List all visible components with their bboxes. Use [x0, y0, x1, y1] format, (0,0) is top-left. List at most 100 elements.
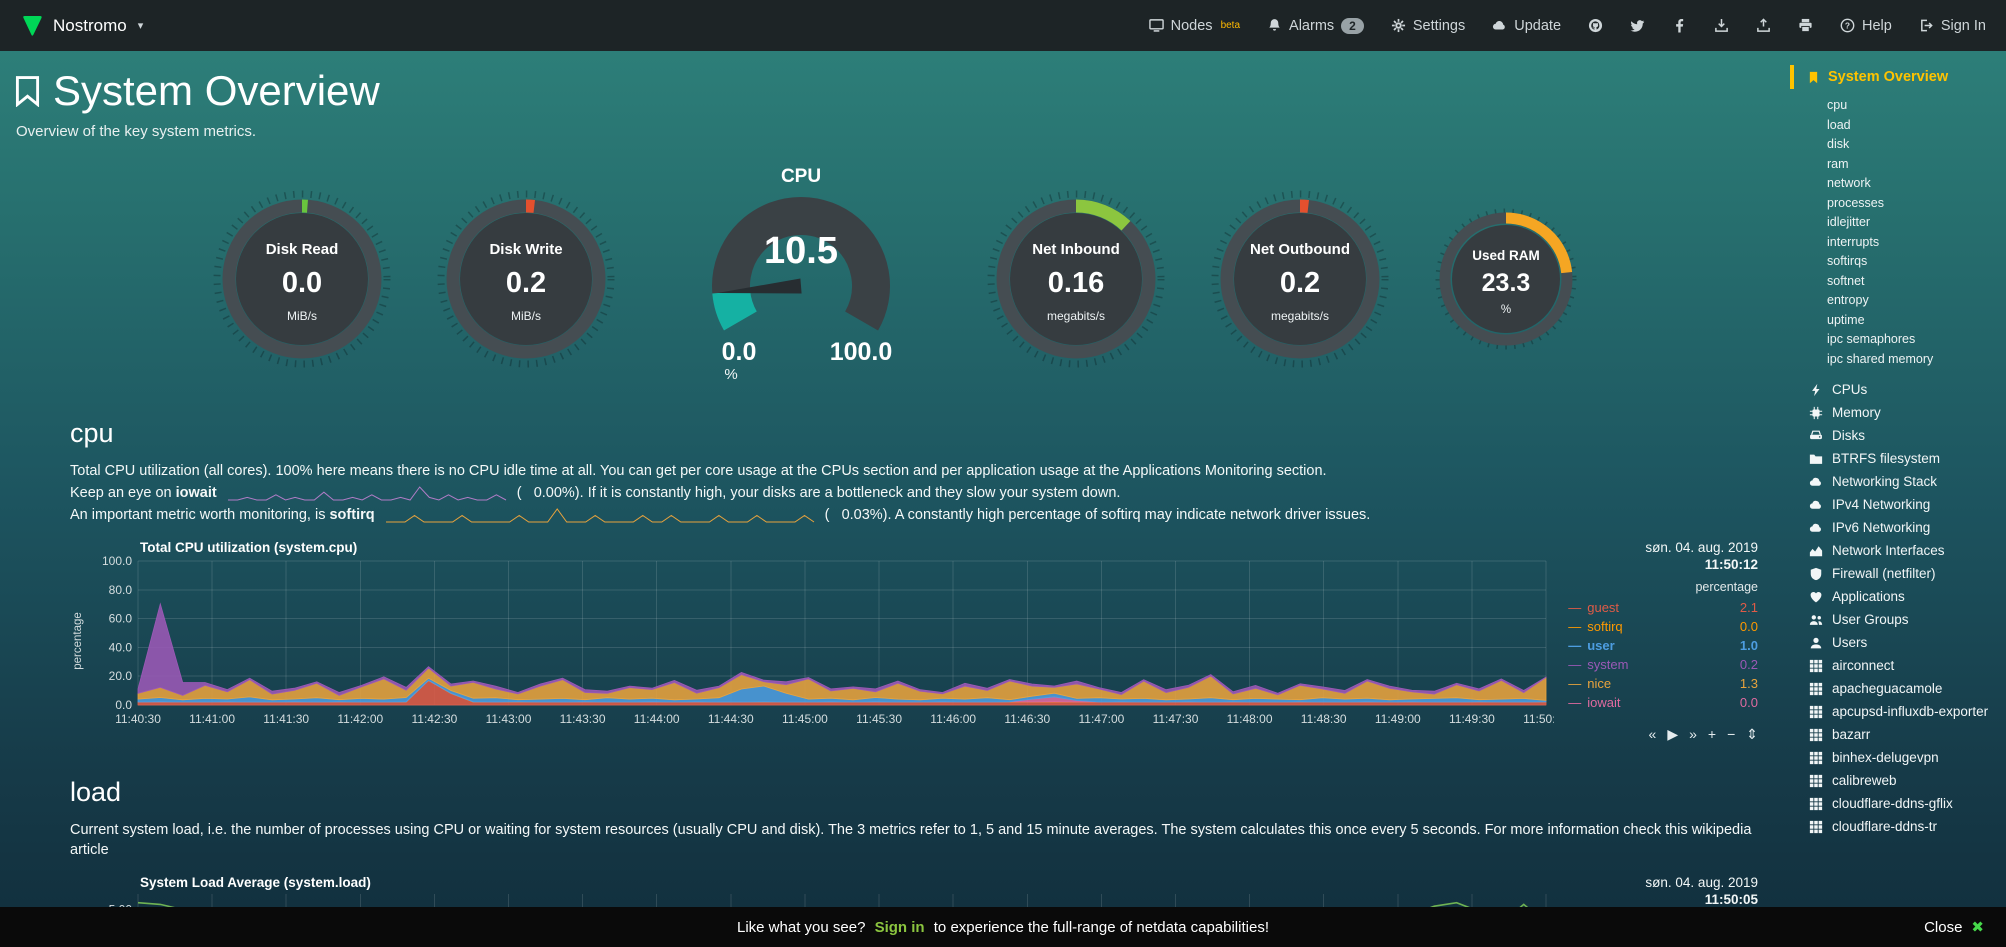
topbar-facebook[interactable]	[1672, 18, 1687, 33]
sidebar-item-cloudflare-ddns-gflix[interactable]: cloudflare-ddns-gflix	[1790, 792, 2006, 815]
svg-text:11:49:00: 11:49:00	[1375, 712, 1421, 726]
cpu-description-line1: Total CPU utilization (all cores). 100% …	[70, 463, 1327, 479]
sidebar-subitem-interrupts[interactable]: interrupts	[1827, 234, 1880, 249]
caret-down-icon: ▾	[137, 20, 144, 32]
sidebar-item-disks[interactable]: Disks	[1790, 424, 2006, 447]
node-selector[interactable]: Nostromo ▾	[20, 14, 143, 38]
gauge-disk-read[interactable]: Disk Read 0.0 MiB/s	[209, 186, 395, 377]
sidebar-item-apacheguacamole[interactable]: apacheguacamole	[1790, 677, 2006, 700]
gauge-used-ram[interactable]: Used RAM 23.3 %	[1431, 204, 1581, 359]
legend-softirq[interactable]: — softirq 0.0	[1568, 619, 1758, 634]
grid-icon	[1809, 774, 1823, 788]
sidebar-item-cloudflare-ddns-tr[interactable]: cloudflare-ddns-tr	[1790, 815, 2006, 838]
sidebar-subitem-ipc-shared-memory[interactable]: ipc shared memory	[1827, 351, 1934, 366]
softirq-sparkline[interactable]	[385, 507, 815, 523]
sidebar-subitem-entropy[interactable]: entropy	[1827, 293, 1869, 307]
sidebar-subitem-cpu[interactable]: cpu	[1827, 98, 1848, 112]
topbar-settings[interactable]: Settings	[1391, 18, 1465, 34]
cpu-section-title[interactable]: cpu	[70, 418, 114, 448]
gauge-value: 23.3	[1481, 268, 1531, 297]
gauge-value: 0.2	[505, 266, 547, 299]
svg-text:11:45:00: 11:45:00	[782, 712, 828, 726]
chart-tool-zoom-in[interactable]: +	[1707, 726, 1717, 742]
legend-system[interactable]: — system 0.2	[1568, 657, 1758, 672]
svg-text:11:41:00: 11:41:00	[189, 712, 235, 726]
sidebar-subitem-uptime[interactable]: uptime	[1827, 312, 1865, 327]
sidebar-subitem-load[interactable]: load	[1827, 117, 1851, 132]
cpu-utilization-chart[interactable]: percentage 11:40:30 11:41:00 11:41:30 11:42…	[70, 539, 1758, 743]
topbar-print[interactable]	[1798, 18, 1813, 33]
sidebar-subitem-ipc-semaphores[interactable]: ipc semaphores	[1827, 332, 1916, 346]
topbar-help[interactable]: ? Help	[1840, 18, 1892, 34]
sidebar-item-user-groups[interactable]: User Groups	[1790, 608, 2006, 631]
topbar-update[interactable]: Update	[1492, 18, 1561, 34]
sidebar-subitem-processes[interactable]: processes	[1827, 195, 1884, 210]
sidebar-item-btrfs-filesystem[interactable]: BTRFS filesystem	[1790, 447, 2006, 470]
sidebar-item-ipv4-networking[interactable]: IPv4 Networking	[1790, 493, 2006, 516]
gauge-title: Net Inbound	[1032, 240, 1120, 258]
sidebar-subitem-network[interactable]: network	[1827, 176, 1871, 190]
chart-tool-resize[interactable]: ⇕	[1746, 726, 1758, 742]
sidebar-subitem-ram[interactable]: ram	[1827, 156, 1849, 171]
sidebar-subitem-softnet[interactable]: softnet	[1827, 273, 1865, 288]
sidebar-item-applications[interactable]: Applications	[1790, 585, 2006, 608]
chart-tool-pan-backward[interactable]: «	[1648, 726, 1657, 742]
sidebar-item-memory[interactable]: Memory	[1790, 401, 2006, 424]
sidebar-item-cpus[interactable]: CPUs	[1790, 378, 2006, 401]
bookmark-icon	[1807, 70, 1820, 85]
gauge-units: MiB/s	[511, 308, 541, 323]
sidebar-item-bazarr[interactable]: bazarr	[1790, 723, 2006, 746]
sidebar-item-users[interactable]: Users	[1790, 631, 2006, 654]
legend-nice[interactable]: — nice 1.3	[1568, 676, 1758, 691]
topbar-alarms[interactable]: Alarms 2	[1267, 17, 1364, 34]
gauge-needle	[717, 278, 802, 294]
gauge-net-outbound[interactable]: Net Outbound 0.2 megabits/s	[1207, 186, 1393, 377]
sidebar-subitem-disk[interactable]: disk	[1827, 137, 1850, 151]
banner-close-button[interactable]: Close ✖	[1924, 918, 1984, 937]
sidebar-item-apcupsd-influxdb-exporter[interactable]: apcupsd-influxdb-exporter	[1790, 700, 2006, 723]
chart-tool-zoom-out[interactable]: −	[1727, 726, 1736, 742]
gauge-title: Disk Read	[265, 240, 339, 258]
sidebar-item-system-overview[interactable]: System Overview	[1790, 65, 2006, 89]
sidebar-item-networking-stack[interactable]: Networking Stack	[1790, 470, 2006, 493]
sidebar-subitem-idlejitter[interactable]: idlejitter	[1827, 215, 1871, 229]
gauge-units: megabits/s	[1270, 308, 1330, 323]
chart-tool-play[interactable]: ▶	[1667, 726, 1679, 742]
load-section-title[interactable]: load	[70, 777, 122, 807]
svg-text:Total CPU utilization (system.: Total CPU utilization (system.cpu)	[140, 540, 357, 555]
legend-guest[interactable]: — guest 2.1	[1568, 600, 1758, 615]
legend-user[interactable]: — user 1.0	[1568, 638, 1758, 653]
beta-badge: beta	[1220, 19, 1241, 31]
chart-plot-area[interactable]: 11:40:30 11:41:00 11:41:30 11:42:00 11:42:30…	[86, 539, 1554, 735]
iowait-sparkline[interactable]	[227, 485, 507, 501]
gauges-row: Disk Read 0.0 MiB/s Disk Write 0.2 MiB/s…	[0, 166, 1790, 384]
sidebar-item-binhex-delugevpn[interactable]: binhex-delugevpn	[1790, 746, 2006, 769]
topbar-github[interactable]	[1588, 18, 1603, 33]
svg-text:20.0: 20.0	[109, 669, 133, 683]
topbar: Nostromo ▾ Nodes beta Alarms 2 Settings Updat…	[0, 0, 2006, 51]
gauge-value: 0.2	[1279, 266, 1321, 299]
chart-tool-pan-forward[interactable]: »	[1689, 726, 1697, 742]
topbar-signin[interactable]: Sign In	[1919, 18, 1986, 34]
users-icon	[1809, 613, 1823, 627]
gauge-cpu[interactable]: CPU 10.5 0.0 100.0 %	[661, 166, 941, 384]
sidebar-item-airconnect[interactable]: airconnect	[1790, 654, 2006, 677]
svg-text:11:49:30: 11:49:30	[1449, 712, 1495, 726]
gauge-net-inbound[interactable]: Net Inbound 0.16 megabits/s	[983, 186, 1169, 377]
question-icon: ?	[1840, 18, 1855, 33]
svg-text:0.0: 0.0	[115, 698, 132, 712]
gauge-disk-write[interactable]: Disk Write 0.2 MiB/s	[433, 186, 619, 377]
topbar-nodes[interactable]: Nodes beta	[1148, 18, 1241, 34]
sidebar-item-firewall-netfilter[interactable]: Firewall (netfilter)	[1790, 562, 2006, 585]
sidebar-subitem-softirqs[interactable]: softirqs	[1827, 254, 1868, 268]
alarms-count-badge: 2	[1341, 17, 1364, 34]
topbar-download[interactable]	[1714, 18, 1729, 33]
svg-text:40.0: 40.0	[109, 640, 133, 654]
topbar-twitter[interactable]	[1630, 18, 1645, 33]
sidebar-item-network-interfaces[interactable]: Network Interfaces	[1790, 539, 2006, 562]
legend-iowait[interactable]: — iowait 0.0	[1568, 695, 1758, 710]
sidebar-item-calibreweb[interactable]: calibreweb	[1790, 769, 2006, 792]
topbar-upload[interactable]	[1756, 18, 1771, 33]
sidebar-item-ipv6-networking[interactable]: IPv6 Networking	[1790, 516, 2006, 539]
banner-signin-link[interactable]: Sign in	[874, 918, 925, 936]
